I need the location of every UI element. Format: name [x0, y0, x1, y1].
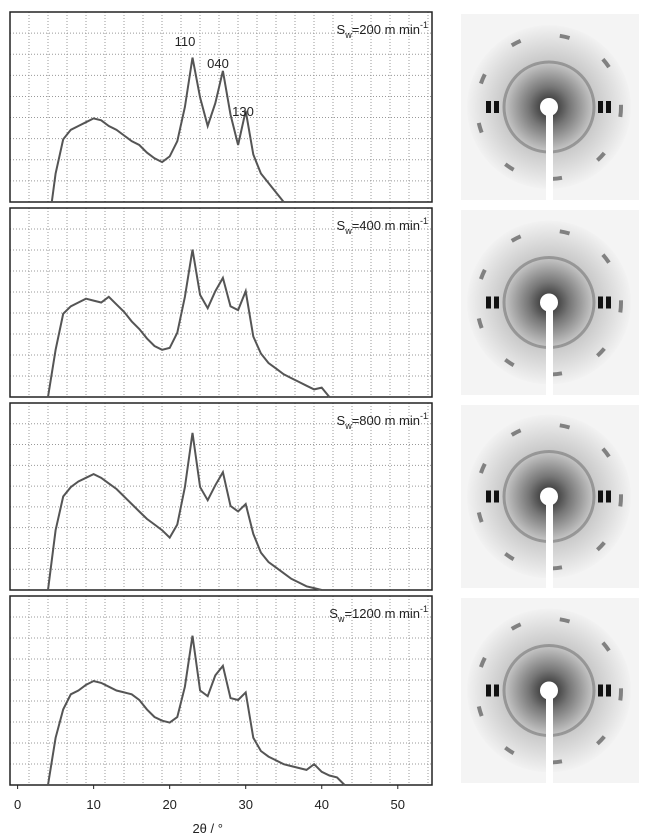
beam-stop-arm: [546, 107, 553, 200]
beam-stop: [540, 293, 558, 312]
label-subscript: w: [344, 30, 352, 40]
beam-stop: [540, 681, 558, 700]
pattern-spot: [494, 101, 499, 113]
label-superscript: -1: [420, 20, 428, 30]
label-symbol: S: [337, 218, 346, 233]
label-symbol: S: [337, 22, 346, 37]
x-tick-label: 30: [238, 797, 252, 812]
pattern-ring: [475, 422, 623, 571]
beam-stop-arm: [546, 496, 553, 588]
pattern-spot: [598, 296, 603, 309]
pattern-ring: [475, 228, 623, 377]
pattern-spot: [486, 101, 491, 113]
beam-stop-arm: [546, 690, 553, 783]
pattern-ring: [475, 616, 623, 765]
x-tick-label: 0: [14, 797, 21, 812]
label-superscript: -1: [420, 604, 428, 614]
x-tick-label: 10: [86, 797, 100, 812]
pattern-spot: [486, 684, 491, 697]
pattern-spot: [606, 490, 611, 503]
line: [47, 432, 322, 591]
peak-label: 130: [232, 104, 254, 119]
panel-frame: [9, 402, 433, 591]
panel-label: Sw=1200 m min-1: [329, 604, 428, 624]
panel-label: Sw=800 m min-1: [337, 411, 428, 431]
pattern-spot: [494, 296, 499, 309]
pattern-spot: [606, 296, 611, 309]
label-symbol: S: [329, 606, 338, 621]
line: [50, 57, 285, 203]
label-subscript: w: [344, 421, 352, 431]
panel-frame: [9, 11, 433, 203]
x-tick-label: 40: [315, 797, 329, 812]
pattern-spot: [494, 684, 499, 697]
label-text: =800 m min: [352, 413, 420, 428]
pattern-spot: [606, 684, 611, 697]
label-symbol: S: [337, 413, 346, 428]
beam-stop: [540, 98, 558, 116]
pattern-ring: [475, 33, 623, 181]
pattern-spot: [598, 490, 603, 503]
pattern-spot: [598, 684, 603, 697]
pattern-spot: [598, 101, 603, 113]
panel-frame: [9, 595, 433, 786]
panel-frame: [9, 207, 433, 398]
panel-label: Sw=400 m min-1: [337, 216, 428, 236]
peak-label: 110: [175, 34, 196, 49]
pattern-spot: [606, 101, 611, 113]
x-tick-label: 50: [391, 797, 405, 812]
beam-stop: [540, 487, 558, 506]
x-tick-label: 20: [162, 797, 176, 812]
pattern-spot: [486, 296, 491, 309]
label-text: =200 m min: [352, 22, 420, 37]
panel-label: Sw=200 m min-1: [337, 20, 428, 40]
line: [47, 635, 346, 786]
beam-stop-arm: [546, 302, 553, 395]
label-text: =400 m min: [352, 218, 420, 233]
label-subscript: w: [337, 614, 345, 624]
label-subscript: w: [344, 226, 352, 236]
x-axis-label: 2θ / °: [192, 821, 223, 836]
label-superscript: -1: [420, 411, 428, 421]
pattern-spot: [494, 490, 499, 503]
peak-label: 040: [207, 56, 229, 71]
pattern-spot: [486, 490, 491, 503]
label-superscript: -1: [420, 216, 428, 226]
line: [47, 249, 331, 398]
label-text: =1200 m min: [344, 606, 420, 621]
